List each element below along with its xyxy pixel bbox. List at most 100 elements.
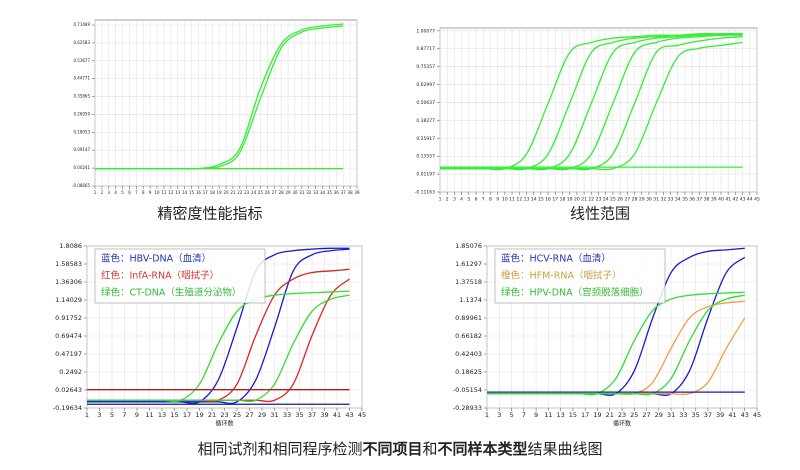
x-tick-label: 2 [101, 190, 104, 195]
y-tick-label: -0.08665 [72, 183, 90, 188]
x-tick-label: 8 [489, 197, 492, 203]
x-tick-label: 39 [354, 190, 360, 195]
x-tick-label: 26 [617, 197, 623, 203]
x-tick-label: 11 [145, 411, 153, 419]
chart-caption: 线性范围 [570, 205, 630, 223]
x-tick-label: 45 [753, 411, 761, 419]
chart: -0.19634 0.02643 0.2492 0.47197 0.69474 0.917… [53, 242, 366, 428]
x-tick-label: 9 [149, 190, 152, 195]
x-tick-label: 21 [208, 411, 216, 419]
x-tick-label: 19 [567, 197, 573, 203]
x-tick-label: 35 [691, 411, 699, 419]
y-tick-label: 0.18625 [455, 368, 482, 376]
y-tick-label: -0.28933 [453, 404, 482, 412]
curve [87, 248, 350, 405]
x-tick-label: 39 [711, 197, 717, 203]
y-tick-label: 0.62997 [416, 82, 435, 88]
y-tick-label: 0.38277 [416, 118, 435, 124]
x-tick-label: 15 [538, 197, 544, 203]
x-tick-label: 3 [108, 190, 111, 195]
curve [440, 41, 743, 171]
caption-part: 不同项目 [362, 440, 422, 458]
x-tick-label: 25 [630, 411, 638, 419]
y-tick-label: 1.85076 [455, 242, 482, 250]
y-tick-label: 1.61297 [455, 260, 482, 268]
x-tick-label: 5 [467, 197, 470, 203]
x-tick-label: 34 [675, 197, 681, 203]
x-tick-label: 14 [531, 197, 537, 203]
x-tick-label: 10 [502, 197, 508, 203]
x-tick-label: 31 [667, 411, 675, 419]
x-tick-label: 25 [233, 411, 241, 419]
x-tick-label: 39 [320, 411, 328, 419]
caption-part: 结果曲线图 [528, 440, 603, 458]
x-tick-label: 25 [258, 190, 264, 195]
x-tick-label: 43 [740, 197, 746, 203]
y-tick-label: 0.2492 [59, 368, 82, 376]
y-tick-label: 0.35865 [73, 94, 90, 99]
x-tick-label: 9 [534, 411, 538, 419]
x-tick-label: 38 [704, 197, 710, 203]
x-tick-label: 35 [327, 190, 333, 195]
x-tick-label: 5 [121, 190, 124, 195]
x-tick-label: 19 [593, 411, 601, 419]
y-tick-label: -0.05154 [453, 386, 482, 394]
x-tick-label: 41 [728, 411, 736, 419]
annotation-box [494, 248, 666, 304]
y-tick-label: 0.26959 [73, 111, 90, 116]
y-tick-label: 0.02643 [55, 386, 82, 394]
chart: -0.11163 0.01197 0.13557 0.25917 0.38277 0.50… [415, 27, 760, 223]
x-tick-label: 3 [497, 411, 501, 419]
x-tick-label: 11 [509, 197, 515, 203]
x-tick-label: 41 [725, 197, 731, 203]
x-tick-label: 16 [196, 190, 202, 195]
x-tick-label: 7 [135, 190, 138, 195]
x-tick-label: 29 [258, 411, 266, 419]
x-tick-label: 33 [283, 411, 291, 419]
x-tick-label: 8 [142, 190, 145, 195]
x-tick-label: 15 [189, 190, 195, 195]
x-tick-label: 12 [168, 190, 174, 195]
x-tick-label: 32 [660, 197, 666, 203]
x-tick-label: 14 [182, 190, 188, 195]
x-tick-label: 13 [175, 190, 181, 195]
x-tick-label: 17 [183, 411, 191, 419]
x-axis-label: 循环数 [215, 420, 233, 428]
x-tick-label: 20 [223, 190, 229, 195]
x-tick-label: 7 [482, 197, 485, 203]
x-tick-label: 2 [446, 197, 449, 203]
x-tick-label: 27 [245, 411, 253, 419]
annotation: 红色：InfA-RNA（咽拭子） [101, 270, 219, 282]
x-tick-label: 24 [251, 190, 257, 195]
x-tick-label: 16 [545, 197, 551, 203]
y-tick-label: 1.58583 [55, 260, 82, 268]
x-tick-label: 26 [265, 190, 271, 195]
chart: -0.28933 -0.05154 0.18625 0.42403 0.66182 0.8… [453, 242, 761, 428]
y-tick-label: 0.75357 [416, 64, 435, 70]
y-tick-label: 0.87717 [416, 46, 435, 52]
x-tick-label: 28 [279, 190, 285, 195]
x-tick-label: 36 [689, 197, 695, 203]
x-axis-label: 循环数 [613, 420, 631, 428]
x-tick-label: 12 [516, 197, 522, 203]
x-tick-label: 11 [161, 190, 167, 195]
x-tick-label: 5 [509, 411, 513, 419]
y-tick-label: 0.89961 [455, 314, 482, 322]
x-tick-label: 29 [286, 190, 292, 195]
y-tick-label: 0.25917 [416, 136, 435, 142]
x-tick-label: 10 [155, 190, 161, 195]
x-tick-label: 30 [646, 197, 652, 203]
x-tick-label: 20 [574, 197, 580, 203]
x-tick-label: 17 [203, 190, 209, 195]
x-tick-label: 43 [345, 411, 353, 419]
x-tick-label: 37 [341, 190, 347, 195]
y-tick-label: 1.8086 [59, 242, 82, 250]
y-tick-label: 1.1374 [459, 296, 482, 304]
x-tick-label: 27 [642, 411, 650, 419]
x-tick-label: 4 [114, 190, 117, 195]
x-tick-label: 33 [313, 190, 319, 195]
x-tick-label: 18 [560, 197, 566, 203]
chart: -0.08665 0.00241 0.09147 0.18053 0.26959 0.35… [72, 19, 360, 223]
x-tick-label: 13 [556, 411, 564, 419]
y-tick-label: 0.50637 [416, 100, 435, 106]
